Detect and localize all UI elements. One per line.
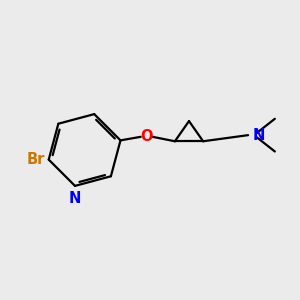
Text: O: O	[140, 129, 153, 144]
Text: N: N	[253, 128, 265, 142]
Text: Br: Br	[27, 152, 45, 167]
Text: N: N	[69, 191, 81, 206]
